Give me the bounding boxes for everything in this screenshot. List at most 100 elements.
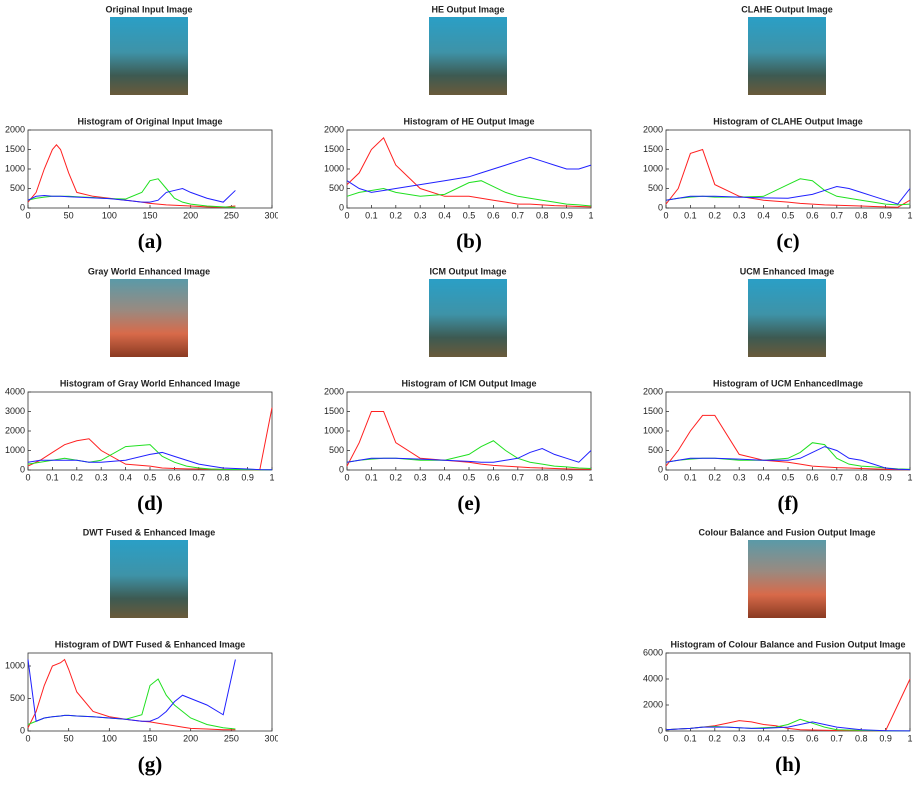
x-tick-label: 0.2 xyxy=(390,472,403,482)
x-tick-label: 200 xyxy=(183,210,198,220)
x-tick-label: 0.2 xyxy=(709,733,722,743)
x-tick-label: 100 xyxy=(102,210,117,220)
photo xyxy=(110,279,188,357)
y-tick-label: 0 xyxy=(339,464,344,474)
x-tick-label: 0.1 xyxy=(46,472,59,482)
x-tick-label: 0.5 xyxy=(782,210,795,220)
x-tick-label: 0.3 xyxy=(95,472,108,482)
x-tick-label: 0.8 xyxy=(536,210,549,220)
y-tick-label: 1000 xyxy=(5,445,25,455)
image-title: ICM Output Image xyxy=(430,266,507,276)
y-tick-label: 1000 xyxy=(5,660,25,670)
histogram-line xyxy=(27,451,273,471)
plot-area xyxy=(665,652,911,732)
y-tick-label: 2000 xyxy=(643,124,663,134)
panel-label: (c) xyxy=(776,229,799,253)
panel-label: (f) xyxy=(778,491,799,515)
x-tick-label: 0.9 xyxy=(879,472,892,482)
panel: Colour Balance and Fusion Output Image Hi… xyxy=(643,527,913,776)
image-title: Gray World Enhanced Image xyxy=(88,266,210,276)
photo xyxy=(748,540,826,618)
x-tick-label: 1 xyxy=(907,472,912,482)
x-tick-label: 1 xyxy=(588,210,593,220)
histogram-line xyxy=(665,148,911,208)
panel: HE Output Image Histogram of HE Output Im… xyxy=(324,4,594,252)
histogram-line xyxy=(346,448,592,463)
panel: CLAHE Output Image Histogram of CLAHE Out… xyxy=(643,4,913,253)
y-tick-label: 500 xyxy=(648,183,663,193)
x-tick-label: 0.9 xyxy=(879,210,892,220)
panel-label: (e) xyxy=(457,491,480,515)
y-tick-label: 2000 xyxy=(324,124,344,134)
x-tick-label: 0.4 xyxy=(757,733,770,743)
x-tick-label: 250 xyxy=(224,733,239,743)
y-tick-label: 2000 xyxy=(324,386,344,396)
x-tick-label: 0.5 xyxy=(782,472,795,482)
y-tick-label: 2000 xyxy=(643,699,663,709)
y-tick-label: 4000 xyxy=(5,386,25,396)
chart-title: Histogram of Original Input Image xyxy=(77,116,222,126)
x-tick-label: 0.6 xyxy=(487,472,500,482)
panel-label: (g) xyxy=(138,752,163,776)
x-tick-label: 0.7 xyxy=(831,472,844,482)
chart-title: Histogram of UCM EnhancedImage xyxy=(713,378,863,388)
plot-area xyxy=(665,391,911,471)
photo xyxy=(110,540,188,618)
x-tick-label: 0.9 xyxy=(879,733,892,743)
x-tick-label: 0.5 xyxy=(463,210,476,220)
panel: Gray World Enhanced Image Histogram of Gr… xyxy=(5,266,275,514)
histogram-line xyxy=(665,446,911,471)
x-tick-label: 0.7 xyxy=(831,210,844,220)
histogram-line xyxy=(27,187,236,203)
x-tick-label: 0.8 xyxy=(855,733,868,743)
x-tick-label: 0.4 xyxy=(438,472,451,482)
y-tick-label: 0 xyxy=(658,202,663,212)
x-tick-label: 0.7 xyxy=(512,210,525,220)
x-tick-label: 0 xyxy=(344,210,349,220)
x-tick-label: 0.8 xyxy=(855,210,868,220)
x-tick-label: 0.4 xyxy=(438,210,451,220)
y-tick-label: 3000 xyxy=(5,406,25,416)
x-tick-label: 0.5 xyxy=(782,733,795,743)
panel: UCM Enhanced Image Histogram of UCM Enhan… xyxy=(643,266,913,515)
histogram-line xyxy=(346,180,592,207)
photo xyxy=(429,17,507,95)
x-tick-label: 1 xyxy=(269,472,274,482)
panel-label: (h) xyxy=(775,752,801,776)
x-tick-label: 0.6 xyxy=(806,472,819,482)
image-title: HE Output Image xyxy=(431,4,504,14)
x-tick-label: 0.1 xyxy=(684,472,697,482)
plot-area xyxy=(346,391,592,471)
x-tick-label: 1 xyxy=(588,472,593,482)
x-tick-label: 50 xyxy=(64,210,74,220)
x-tick-label: 0.7 xyxy=(831,733,844,743)
y-tick-label: 500 xyxy=(329,183,344,193)
x-tick-label: 0 xyxy=(663,210,668,220)
photo xyxy=(110,17,188,95)
chart-title: Histogram of HE Output Image xyxy=(403,116,534,126)
x-tick-label: 0.4 xyxy=(757,472,770,482)
y-tick-label: 1000 xyxy=(324,163,344,173)
x-tick-label: 0 xyxy=(663,733,668,743)
chart-title: Histogram of ICM Output Image xyxy=(402,378,537,388)
y-tick-label: 2000 xyxy=(5,425,25,435)
histogram-line xyxy=(27,659,236,722)
x-tick-label: 100 xyxy=(102,733,117,743)
x-tick-label: 0.5 xyxy=(463,472,476,482)
x-tick-label: 0.3 xyxy=(733,733,746,743)
y-tick-label: 0 xyxy=(20,202,25,212)
x-tick-label: 0.9 xyxy=(560,210,573,220)
histogram-line xyxy=(346,411,591,470)
panel: Original Input Image Histogram of Origina… xyxy=(5,4,278,252)
photo xyxy=(748,279,826,357)
histogram-line xyxy=(665,186,911,205)
x-tick-label: 0.6 xyxy=(806,733,819,743)
x-tick-label: 0.1 xyxy=(684,733,697,743)
y-tick-label: 500 xyxy=(10,183,25,193)
x-tick-label: 0.1 xyxy=(365,210,378,220)
panel: DWT Fused & Enhanced Image Histogram of D… xyxy=(5,527,278,776)
x-tick-label: 0.7 xyxy=(193,472,206,482)
x-tick-label: 0.7 xyxy=(512,472,525,482)
image-title: CLAHE Output Image xyxy=(741,4,833,14)
